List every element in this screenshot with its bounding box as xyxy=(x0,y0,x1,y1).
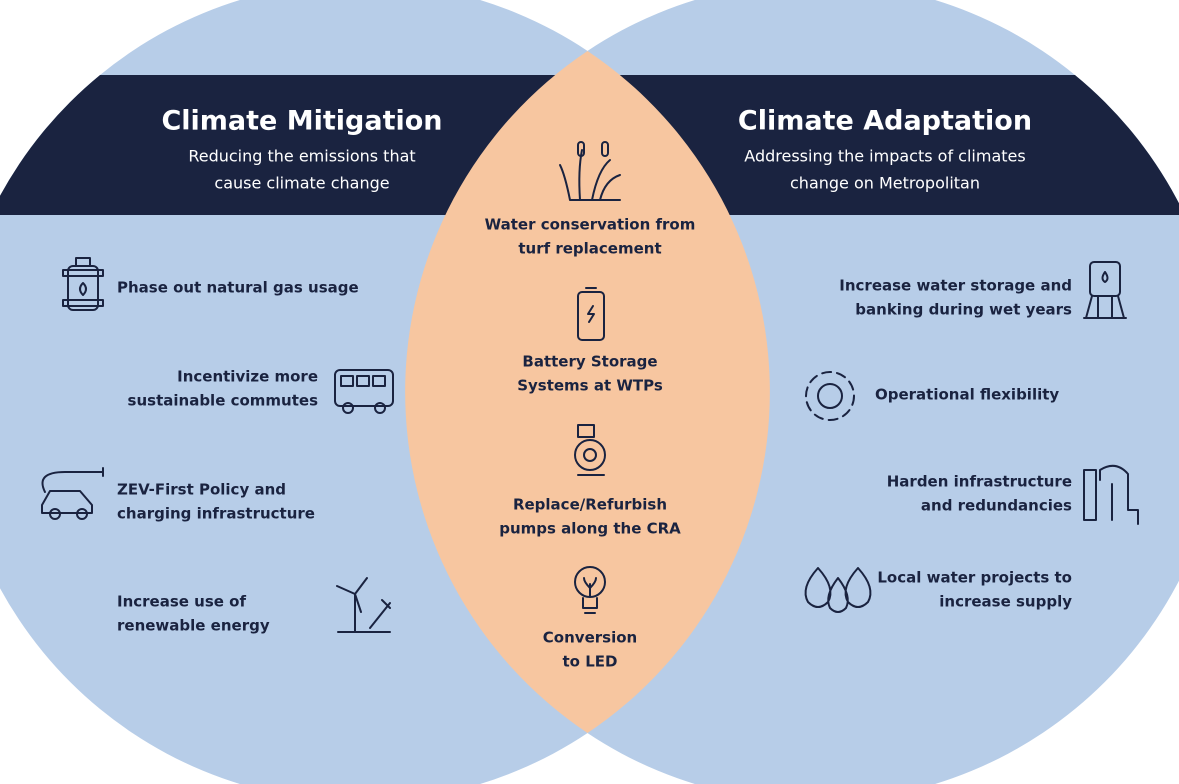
wind-turbine-icon xyxy=(336,577,391,633)
item-text: Systems at WTPs xyxy=(517,377,663,395)
item-text: ZEV-First Policy and xyxy=(117,481,286,499)
item-text: sustainable commutes xyxy=(128,392,319,410)
item-text: Operational flexibility xyxy=(875,386,1059,404)
water-tower-icon xyxy=(1083,261,1127,319)
adaptation-title: Climate Adaptation xyxy=(738,106,1032,137)
adaptation-subtitle: change on Metropolitan xyxy=(790,174,980,193)
mitigation-subtitle: Reducing the emissions that xyxy=(188,147,415,166)
item-text: turf replacement xyxy=(518,240,661,258)
item-text: Conversion xyxy=(543,629,637,647)
adaptation-subtitle: Addressing the impacts of climates xyxy=(744,147,1025,166)
ev-car-icon xyxy=(41,467,104,520)
item-text: Local water projects to xyxy=(877,569,1072,587)
item-text: Replace/Refurbish xyxy=(513,496,667,514)
grass-icon xyxy=(559,141,621,201)
drops-icon xyxy=(804,567,872,613)
item-text: Increase water storage and xyxy=(839,277,1072,295)
item-text: Phase out natural gas usage xyxy=(117,279,359,297)
bus-icon xyxy=(334,369,394,414)
item-text: pumps along the CRA xyxy=(499,520,681,538)
battery-icon xyxy=(577,287,605,341)
pump-icon xyxy=(574,424,606,476)
item-text: and redundancies xyxy=(921,497,1072,515)
item-text: increase supply xyxy=(939,593,1072,611)
overlap-lens xyxy=(405,51,770,733)
item-text: banking during wet years xyxy=(855,301,1072,319)
item-text: renewable energy xyxy=(117,617,270,635)
item-text: Increase use of xyxy=(117,593,246,611)
gear-icon xyxy=(805,371,855,421)
item-text: charging infrastructure xyxy=(117,505,315,523)
mitigation-title: Climate Mitigation xyxy=(161,106,442,137)
item-text: Harden infrastructure xyxy=(887,473,1072,491)
gas-tank-icon xyxy=(62,257,104,311)
item-text: Water conservation from xyxy=(485,216,696,234)
mitigation-subtitle: cause climate change xyxy=(214,174,389,193)
item-text: Battery Storage xyxy=(522,353,657,371)
bulb-icon xyxy=(574,566,606,614)
item-text: Incentivize more xyxy=(177,368,318,386)
item-text: to LED xyxy=(563,653,618,671)
pipe-icon xyxy=(1083,464,1139,525)
icons xyxy=(41,141,1139,633)
